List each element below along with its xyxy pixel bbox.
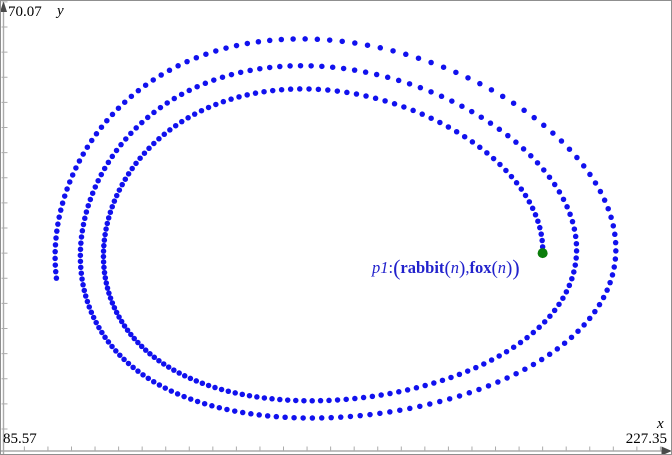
plot-label-part: n bbox=[450, 258, 460, 277]
plot-label[interactable]: p1:(rabbit(n),fox(n)) bbox=[372, 257, 520, 279]
plot-label-part: n bbox=[497, 258, 507, 277]
initial-point[interactable] bbox=[537, 248, 548, 259]
sequence-points[interactable] bbox=[52, 36, 619, 421]
y-axis-arrow-icon bbox=[1, 1, 7, 12]
plot-label-part: : bbox=[388, 258, 394, 277]
plot-label-part: fox bbox=[469, 258, 492, 277]
plot-label-part: ) bbox=[512, 255, 520, 280]
plot-label-part: ( bbox=[393, 255, 401, 280]
plot-label-part: , bbox=[465, 258, 470, 277]
plot-label-part: ( bbox=[491, 258, 498, 279]
plot-label-part: ) bbox=[506, 258, 513, 279]
y-max-value[interactable]: 70.07 bbox=[8, 4, 42, 20]
axis-ticks bbox=[1, 1, 661, 451]
plot-label-part: ) bbox=[459, 258, 466, 279]
x-max-value[interactable]: 227.35 bbox=[625, 431, 667, 447]
plot-label-part: p1 bbox=[372, 258, 389, 277]
x-min-value[interactable]: 85.57 bbox=[3, 431, 37, 447]
plot-label-part: rabbit bbox=[400, 258, 445, 277]
x-axis-label: x bbox=[657, 416, 664, 432]
plot-label-part: ( bbox=[444, 258, 451, 279]
y-axis-label: y bbox=[57, 3, 64, 19]
x-axis-arrow-icon bbox=[661, 446, 671, 454]
